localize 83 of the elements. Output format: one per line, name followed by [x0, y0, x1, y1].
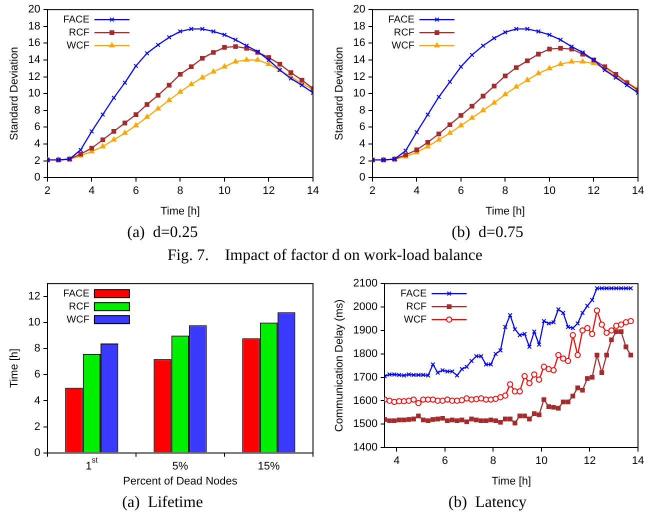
text: (a) Lifetime: [121, 493, 204, 513]
x-tick-label: 12: [584, 455, 596, 468]
y-tick-label: 2: [34, 420, 40, 433]
legend-label: FACE: [388, 14, 415, 26]
text: (a) d=0.25: [126, 223, 199, 243]
legend-label: WCF: [66, 40, 90, 52]
y-tick-label: 1600: [353, 394, 378, 407]
x-tick-label: 4: [394, 455, 400, 468]
legend-label: RCF: [394, 27, 414, 38]
y-axis-title: Time [h]: [8, 348, 21, 388]
legend-label: FACE: [400, 288, 427, 300]
x-tick-label: 8: [177, 185, 184, 198]
y-tick-label: 1700: [353, 371, 378, 384]
y-tick-label: 6: [34, 368, 40, 381]
x-tick-label: 10: [535, 455, 548, 468]
y-tick-label: 12: [28, 290, 40, 303]
x-tick-label: 5%: [172, 460, 188, 472]
x-tick-label: 12: [588, 185, 600, 198]
y-tick-label: 2000: [353, 301, 378, 314]
x-tick-label: 8: [502, 185, 508, 198]
y-tick-label: 0: [359, 172, 366, 184]
y-tick-label: 14: [28, 54, 40, 66]
y-tick-label: 20: [353, 4, 366, 16]
legend-label: WCF: [404, 314, 427, 326]
y-tick-label: 1800: [353, 348, 378, 360]
x-tick-label: 14: [306, 185, 320, 198]
legend-label: FACE: [63, 14, 90, 26]
x-tick-label: 8: [490, 455, 496, 468]
x-tick-label: 14: [632, 185, 644, 198]
x-axis-title: Time [h]: [160, 205, 200, 218]
y-tick-label: 8: [34, 104, 40, 116]
y-tick-label: 2: [359, 154, 366, 167]
y-tick-label: 1900: [353, 324, 378, 336]
y-tick-label: 10: [28, 316, 40, 329]
y-axis-title: Standard Deviation: [8, 46, 21, 140]
x-tick-label: 10: [543, 185, 556, 198]
y-tick-label: 18: [353, 20, 366, 32]
x-tick-label: 15%: [258, 460, 280, 472]
y-axis-title: Standard Deviation: [334, 46, 346, 140]
y-tick-label: 12: [353, 70, 366, 83]
y-tick-label: 16: [353, 37, 366, 50]
x-tick-label: 4: [414, 185, 420, 198]
y-tick-label: 4: [34, 394, 40, 407]
x-tick-label: 6: [132, 185, 140, 198]
y-tick-label: 1400: [353, 442, 378, 454]
x-axis-title: Percent of Dead Nodes: [123, 475, 238, 488]
y-tick-label: 14: [353, 54, 366, 66]
text: (b) d=0.75: [450, 223, 524, 243]
y-tick-label: 1500: [353, 418, 378, 430]
x-tick-label: 4: [88, 185, 95, 198]
y-tick-label: 0: [34, 446, 40, 459]
y-tick-label: 2: [34, 154, 40, 167]
legend-label: RCF: [68, 27, 90, 38]
x-tick-label: 6: [458, 185, 464, 198]
y-tick-label: 0: [34, 172, 40, 184]
y-tick-label: 16: [28, 37, 40, 50]
x-tick-label: 6: [442, 455, 448, 468]
x-axis-title: Time [h]: [486, 205, 525, 218]
y-tick-label: 4: [359, 138, 366, 150]
y-tick-label: 4: [34, 138, 40, 150]
x-axis-title: Time [h]: [492, 475, 531, 488]
y-tick-label: 12: [28, 70, 40, 83]
x-tick-label: 2: [44, 185, 50, 198]
x-tick-label: 10: [218, 185, 231, 198]
legend-label: FACE: [63, 288, 90, 300]
y-tick-label: 10: [353, 88, 366, 100]
y-tick-label: 20: [28, 4, 40, 16]
y-tick-label: 8: [359, 104, 366, 116]
caption: Fig. 7. Impact of factor d on work-load balance: [166, 246, 484, 266]
legend-label: WCF: [392, 40, 414, 52]
y-axis-title: Communication Delay (ms): [334, 299, 346, 432]
y-tick-label: 6: [34, 121, 40, 134]
legend-label: RCF: [68, 301, 90, 312]
legend-label: RCF: [406, 301, 427, 312]
x-tick-label: 14: [632, 455, 644, 468]
y-tick-label: 8: [34, 342, 40, 355]
y-tick-label: 18: [28, 20, 40, 32]
text: (b) Latency: [447, 493, 528, 513]
y-tick-label: 6: [359, 121, 366, 134]
y-tick-label: 2100: [353, 278, 378, 290]
y-tick-label: 10: [28, 88, 40, 100]
legend-label: WCF: [66, 314, 90, 326]
x-tick-label: 12: [262, 185, 275, 198]
